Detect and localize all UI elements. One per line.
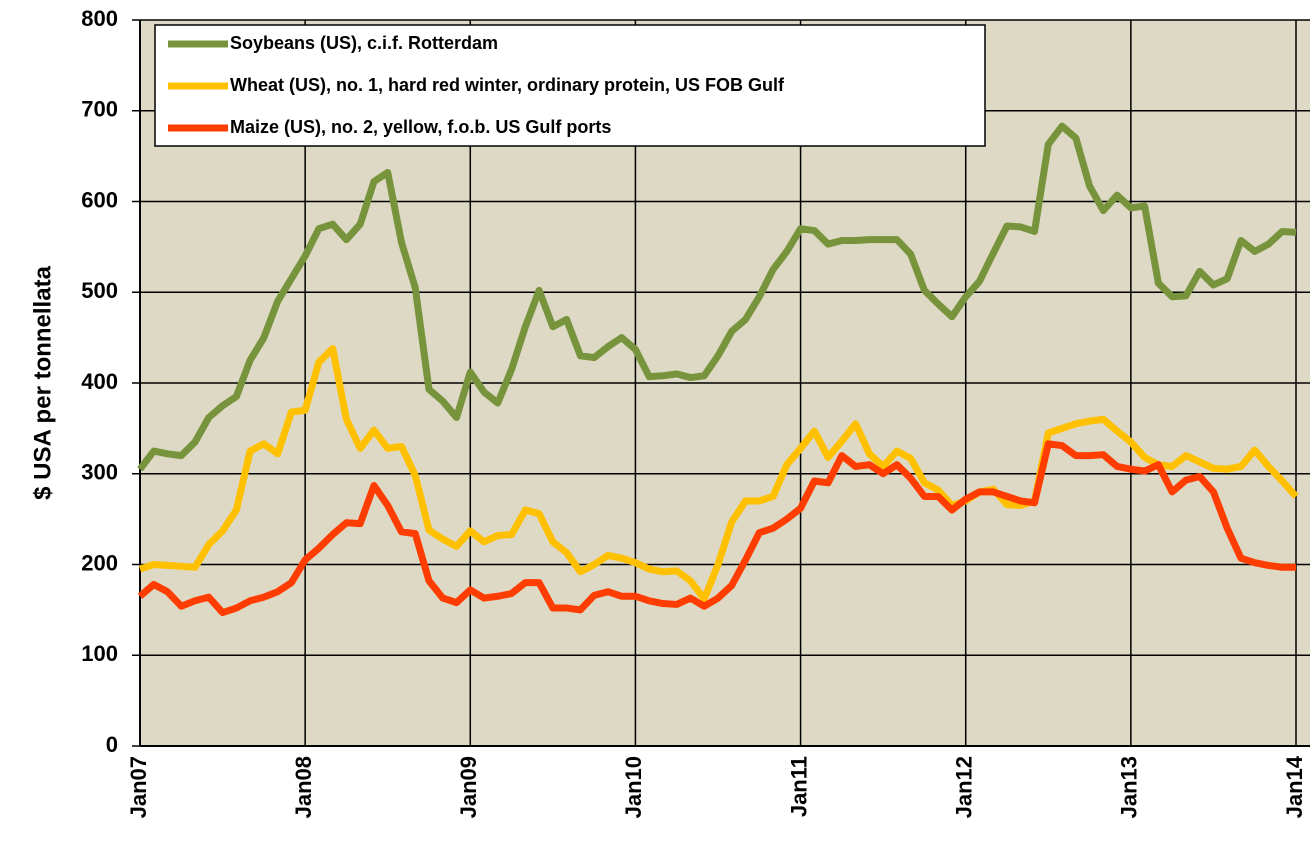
y-tick-label: 700 [81,97,118,122]
y-tick-label: 0 [106,732,118,757]
x-tick-label: Jan08 [291,756,316,818]
x-tick-label: Jan14 [1282,755,1307,818]
y-axis-label: $ USA per tonnellata [29,265,56,499]
x-tick-label: Jan07 [126,756,151,818]
x-tick-label: Jan11 [786,756,811,817]
series-line [138,345,1299,603]
legend-label: Wheat (US), no. 1, hard red winter, ordi… [230,75,785,95]
legend-label: Soybeans (US), c.i.f. Rotterdam [230,33,498,53]
y-tick-label: 500 [81,278,118,303]
legend-label: Maize (US), no. 2, yellow, f.o.b. US Gul… [230,117,611,137]
y-tick-label: 600 [81,187,118,212]
series-line [137,122,1297,472]
x-tick-label: Jan13 [1117,756,1142,818]
y-tick-label: 300 [81,460,118,485]
y-tick-label: 200 [81,550,118,575]
y-tick-label: 400 [81,369,118,394]
legend-box [154,24,986,147]
y-tick-label: 800 [81,6,118,31]
y-tick-label: 100 [81,641,118,666]
x-tick-label: Jan12 [952,756,977,818]
x-tick-label: Jan09 [456,756,481,818]
series-line [137,440,1296,617]
x-tick-label: Jan10 [621,756,646,818]
